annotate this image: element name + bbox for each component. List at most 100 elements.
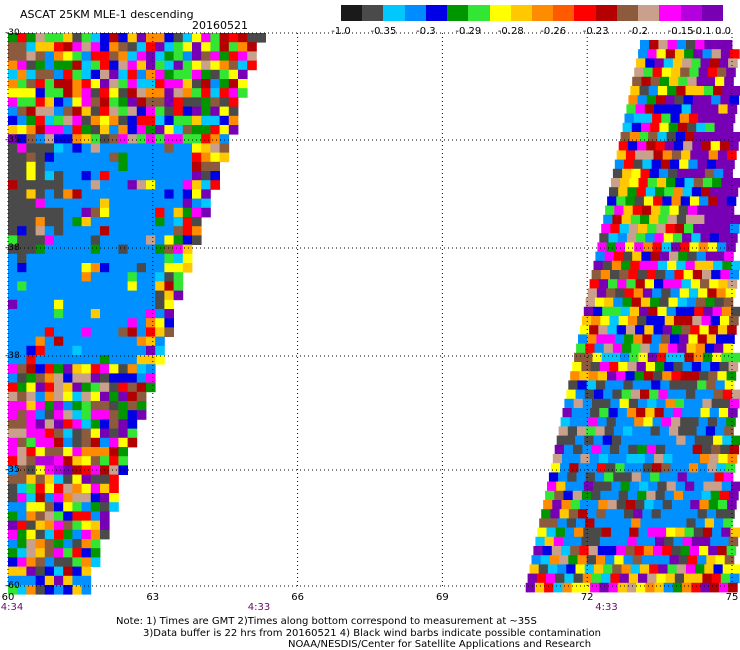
swath-cell [662, 150, 673, 160]
swath-cell [653, 196, 663, 206]
swath-cell [192, 226, 202, 236]
swath-cell [63, 511, 73, 521]
swath-cell [72, 437, 82, 448]
swath-cell [680, 371, 691, 381]
swath-cell [693, 178, 704, 188]
swath-cell [26, 447, 36, 457]
swath-cell [17, 327, 27, 337]
swath-cell [618, 187, 628, 197]
swath-cell [81, 511, 92, 521]
swath-cell [610, 178, 621, 188]
swath-cell [155, 152, 165, 163]
swath-cell [127, 97, 138, 107]
swath-cell [560, 463, 570, 473]
swath-cell [173, 42, 184, 52]
swath-cell [35, 207, 46, 218]
swath-cell [576, 472, 587, 482]
swath-cell [679, 509, 689, 519]
swath-cell [629, 132, 640, 142]
swath-cell [644, 279, 655, 289]
swath-cell [63, 189, 73, 199]
swath-cell [35, 152, 46, 163]
swath-cell [579, 371, 589, 381]
swath-cell [672, 58, 683, 68]
product-title: ASCAT 25KM MLE-1 descending [20, 8, 194, 21]
swath-cell [674, 573, 685, 584]
swath-cell [182, 88, 193, 98]
swath-cell [136, 171, 147, 181]
swath-cell [590, 536, 601, 547]
swath-cell [666, 178, 676, 188]
swath-cell [35, 33, 46, 43]
swath-cell [656, 270, 666, 280]
swath-cell [708, 500, 719, 510]
swath-cell [649, 389, 659, 400]
swath-cell [601, 224, 611, 234]
swath-cell [661, 463, 671, 473]
swath-cell [644, 500, 654, 510]
swath-cell [155, 42, 165, 52]
swath-cell [26, 171, 36, 181]
swath-cell [90, 226, 101, 236]
swath-cell [72, 60, 82, 71]
swath-cell [63, 79, 73, 89]
swath-cell [653, 150, 664, 160]
swath-cell [44, 253, 55, 264]
swath-cell [578, 509, 588, 519]
swath-cell [44, 198, 55, 209]
swath-cell [81, 391, 92, 402]
swath-cell [17, 364, 27, 374]
swath-cell [201, 97, 211, 107]
swath-cell [632, 251, 642, 262]
swath-cell [609, 187, 619, 197]
swath-cell [646, 490, 656, 501]
swath-cell [35, 134, 46, 144]
swath-cell [26, 566, 36, 577]
swath-cell [8, 217, 18, 227]
swath-cell [709, 582, 720, 593]
swath-cell [63, 428, 73, 439]
swath-cell [718, 408, 729, 418]
swath-cell [100, 60, 110, 71]
swath-cell [182, 97, 193, 107]
swath-cell [602, 306, 612, 317]
swath-cell [219, 51, 230, 61]
swath-cell [63, 566, 73, 577]
swath-cell [26, 474, 36, 485]
swath-cell [665, 573, 676, 584]
swath-cell [54, 539, 64, 549]
swath-cell [72, 152, 82, 163]
swath-cell [44, 189, 55, 199]
swath-cell [127, 106, 138, 117]
swath-cell [26, 364, 36, 374]
swath-cell [600, 490, 610, 501]
swath-cell [81, 106, 92, 117]
swath-cell [35, 401, 46, 411]
swath-cell [63, 318, 73, 328]
swath-cell [666, 481, 677, 492]
swath-cell [210, 60, 220, 71]
swath-cell [701, 187, 711, 197]
swath-cell [26, 529, 36, 540]
swath-cell [118, 345, 128, 356]
swath-cell [201, 115, 211, 126]
swath-cell [127, 263, 138, 273]
swath-cell [8, 474, 18, 485]
swath-cell [17, 244, 27, 255]
swath-cell [639, 481, 649, 492]
swath-cell [173, 180, 184, 190]
swath-cell [693, 49, 703, 59]
swath-cell [717, 546, 727, 556]
swath-cell [164, 180, 174, 190]
swath-cell [210, 180, 220, 190]
swath-cell [721, 352, 731, 363]
swath-cell [201, 88, 211, 98]
swath-cell [730, 527, 740, 538]
swath-cell [26, 253, 36, 264]
swath-cell [548, 472, 559, 482]
swath-cell [718, 454, 728, 464]
swath-cell [593, 564, 604, 574]
colorbar-swatch [595, 5, 618, 21]
swath-cell [687, 380, 698, 390]
swath-cell [731, 132, 740, 142]
